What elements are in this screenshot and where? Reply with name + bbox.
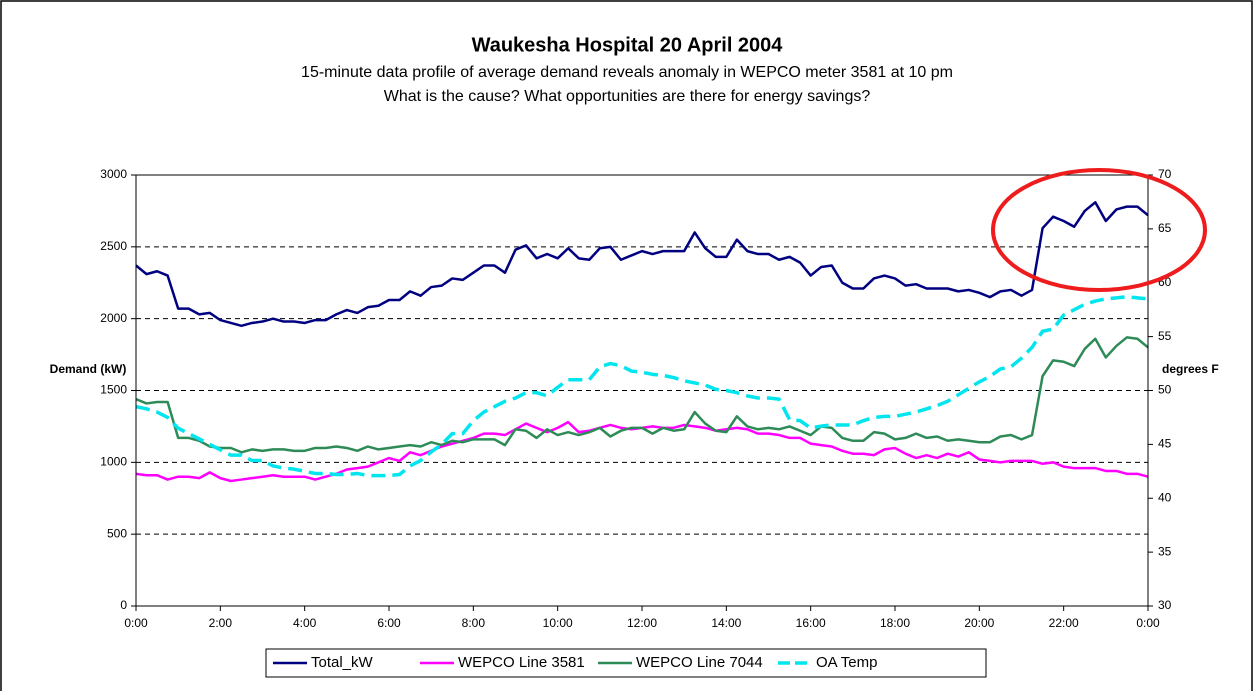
series-line	[135, 420, 1149, 483]
x-tick-label: 0:00	[1136, 616, 1160, 630]
x-tick-label: 22:00	[1049, 616, 1079, 630]
y2-tick-label: 55	[1158, 329, 1172, 343]
legend-label: WEPCO Line 7044	[636, 654, 763, 671]
grid	[136, 246, 1148, 535]
highlight-circle	[991, 168, 1207, 292]
y-tick-label: 2500	[100, 239, 127, 253]
y-tick-label: 1000	[100, 455, 127, 469]
x-tick-label: 16:00	[796, 616, 826, 630]
y2-tick-label: 70	[1158, 167, 1172, 181]
y2-tick-label: 50	[1158, 383, 1172, 397]
legend: Total_kW WEPCO Line 3581 WEPCO Line 7044 OA…	[273, 654, 877, 671]
legend-label: WEPCO Line 3581	[458, 654, 585, 671]
y-tick-label: 3000	[100, 167, 127, 181]
x-tick-label: 12:00	[627, 616, 657, 630]
x-tick-label: 14:00	[711, 616, 741, 630]
y-tick-label: 2000	[100, 311, 127, 325]
y2-axis-label: degrees F	[1162, 362, 1219, 376]
y2-tick-label: 40	[1158, 490, 1172, 504]
x-tick-label: 0:00	[124, 616, 148, 630]
y-axis-label: Demand (kW)	[50, 362, 127, 376]
x-tick-label: 18:00	[880, 616, 910, 630]
series-line	[135, 295, 1149, 478]
y-tick-label: 1500	[100, 383, 127, 397]
chart-title: Waukesha Hospital 20 April 2004	[472, 34, 784, 56]
x-tick-label: 6:00	[377, 616, 401, 630]
x-tick-label: 20:00	[964, 616, 994, 630]
x-tick-label: 4:00	[293, 616, 317, 630]
series-line	[135, 336, 1149, 454]
axes: 0500100015002000250030003035404550556065…	[100, 167, 1171, 630]
legend-label: OA Temp	[816, 654, 877, 671]
y2-tick-label: 45	[1158, 437, 1172, 451]
chart-subtitle: 15-minute data profile of average demand…	[301, 64, 953, 81]
x-tick-label: 10:00	[543, 616, 573, 630]
x-tick-label: 8:00	[462, 616, 486, 630]
legend-label: Total_kW	[311, 654, 374, 671]
series-line	[135, 201, 1149, 328]
y-tick-label: 0	[120, 598, 127, 612]
y-tick-label: 500	[107, 526, 127, 540]
x-tick-label: 2:00	[209, 616, 233, 630]
series-lines	[135, 201, 1149, 483]
y2-tick-label: 65	[1158, 221, 1172, 235]
chart-subtitle: What is the cause? What opportunities ar…	[384, 88, 871, 105]
y2-tick-label: 30	[1158, 598, 1172, 612]
y2-tick-label: 35	[1158, 544, 1172, 558]
